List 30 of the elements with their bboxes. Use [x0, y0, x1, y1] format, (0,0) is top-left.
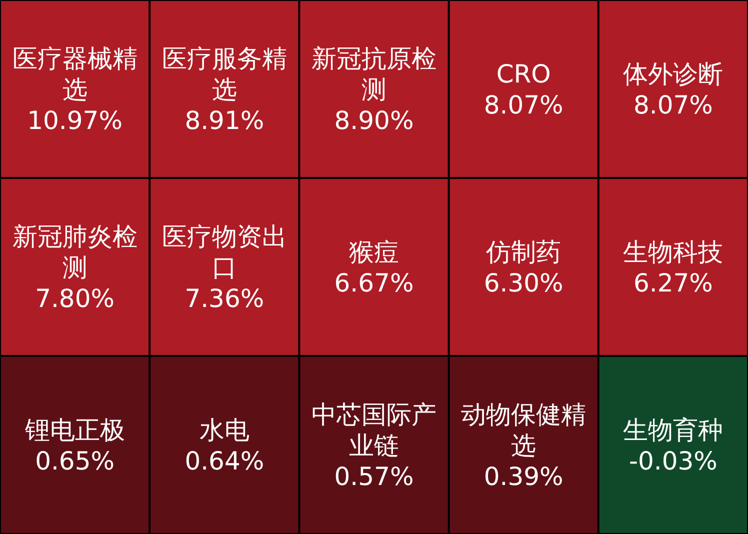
category-label: CRO [496, 59, 551, 88]
category-label: 猴痘 [349, 237, 399, 266]
data-label: 7.36% [184, 284, 264, 313]
category-label: 医疗器械精选 [12, 44, 138, 104]
data-label: 0.65% [35, 446, 115, 476]
data-label: 8.07% [633, 90, 713, 120]
category-label: 体外诊断 [623, 59, 724, 88]
data-label: 6.30% [484, 268, 564, 298]
data-label: 8.91% [184, 106, 264, 135]
data-label: 8.07% [484, 90, 564, 120]
category-label: 动物保健精选 [461, 400, 586, 460]
category-label: 水电 [199, 415, 250, 444]
data-label: -0.03% [628, 446, 718, 476]
data-label: 6.67% [334, 268, 414, 298]
data-label: 10.97% [27, 106, 122, 135]
category-label: 医疗物资出口 [162, 222, 287, 282]
data-label: 7.80% [35, 284, 115, 313]
data-label: 0.57% [334, 462, 414, 491]
category-label: 新冠肺炎检测 [12, 222, 138, 282]
category-label: 生物科技 [623, 237, 724, 266]
data-label: 8.90% [334, 106, 414, 135]
category-label: 仿制药 [485, 237, 562, 266]
category-label: 中芯国际产业链 [312, 400, 436, 460]
category-label: 锂电正极 [24, 415, 125, 444]
data-label: 6.27% [633, 268, 713, 298]
data-label: 0.39% [484, 462, 564, 491]
category-label: 医疗服务精选 [162, 44, 287, 104]
category-label: 新冠抗原检测 [312, 44, 436, 104]
data-label: 0.64% [184, 446, 264, 476]
category-label: 生物育种 [623, 415, 724, 444]
